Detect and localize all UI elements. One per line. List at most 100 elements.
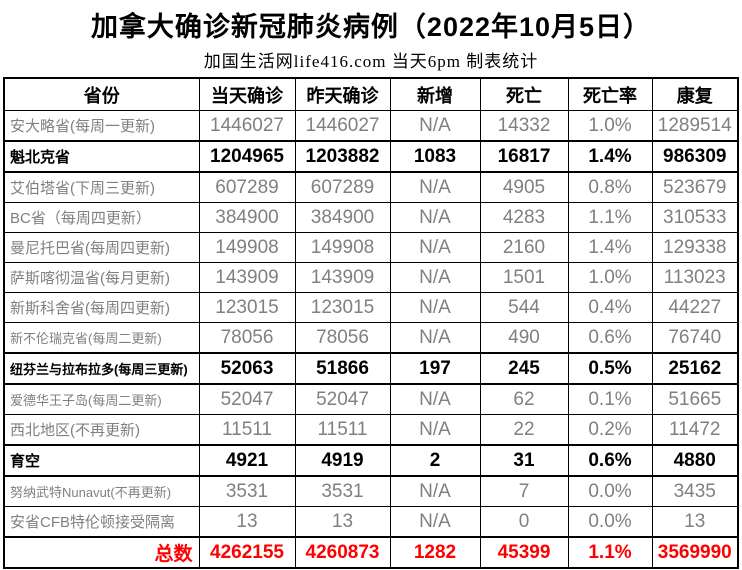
province-cell: 曼尼托巴省(每周四更新) — [3, 232, 200, 263]
deaths-cell: 490 — [479, 322, 569, 354]
province-cell: BC省（每周四更新） — [3, 202, 200, 233]
page-title: 加拿大确诊新冠肺炎病例（2022年10月5日） — [90, 12, 652, 42]
subtitle: 加国生活网life416.com 当天6pm 制表统计 — [203, 52, 539, 71]
rate-cell: 1.1% — [567, 536, 653, 569]
today-cell: 78056 — [198, 322, 296, 354]
column-header: 当天确诊 — [198, 77, 296, 111]
table-row: 西北地区(不再更新) 11511 11511 N/A 22 0.2% 11472 — [3, 414, 739, 446]
recovered-cell: 129338 — [651, 232, 739, 263]
new-cell: 197 — [389, 352, 481, 385]
recovered-cell: 986309 — [651, 140, 739, 173]
today-cell: 4262155 — [198, 536, 296, 569]
today-cell: 1446027 — [198, 110, 296, 142]
recovered-cell: 3569990 — [651, 536, 739, 569]
table-row: 育空 4921 4919 2 31 0.6% 4880 — [3, 444, 739, 477]
deaths-cell: 45399 — [479, 536, 569, 569]
deaths-cell: 16817 — [479, 140, 569, 173]
table-row: 安省CFB特伦顿接受隔离 13 13 N/A 0 0.0% 13 — [3, 506, 739, 538]
recovered-cell: 1289514 — [651, 110, 739, 142]
province-cell: 安大略省(每周一更新) — [3, 110, 200, 142]
table-row: 新斯科舍省(每周四更新) 123015 123015 N/A 544 0.4% 44227 — [3, 292, 739, 323]
deaths-cell: 1501 — [479, 262, 569, 293]
new-cell: N/A — [389, 110, 481, 142]
rate-cell: 1.0% — [567, 110, 653, 142]
deaths-cell: 22 — [479, 414, 569, 446]
yesterday-cell: 13 — [294, 506, 391, 538]
province-cell: 萨斯喀彻温省(每月更新) — [3, 262, 200, 293]
yesterday-cell: 123015 — [294, 292, 391, 323]
table-row: 曼尼托巴省(每周四更新) 149908 149908 N/A 2160 1.4% 12933… — [3, 232, 739, 263]
today-cell: 384900 — [198, 202, 296, 233]
recovered-cell: 13 — [651, 506, 739, 538]
rate-cell: 0.6% — [567, 322, 653, 354]
recovered-cell: 44227 — [651, 292, 739, 323]
recovered-cell: 25162 — [651, 352, 739, 385]
new-cell: 1282 — [389, 536, 481, 569]
yesterday-cell: 4260873 — [294, 536, 391, 569]
today-cell: 3531 — [198, 475, 296, 507]
rate-cell: 0.2% — [567, 414, 653, 446]
new-cell: N/A — [389, 202, 481, 233]
rate-cell: 1.0% — [567, 262, 653, 293]
new-cell: 1083 — [389, 140, 481, 173]
rate-cell: 0.8% — [567, 171, 653, 203]
new-cell: N/A — [389, 506, 481, 538]
rate-cell: 0.5% — [567, 352, 653, 385]
table-row: 爱德华王子岛(每周二更新) 52047 52047 N/A 62 0.1% 51665 — [3, 383, 739, 415]
recovered-cell: 113023 — [651, 262, 739, 293]
table-row: 艾伯塔省(下周三更新) 607289 607289 N/A 4905 0.8% 523679 — [3, 171, 739, 203]
deaths-cell: 245 — [479, 352, 569, 385]
today-cell: 123015 — [198, 292, 296, 323]
today-cell: 52063 — [198, 352, 296, 385]
rate-cell: 0.6% — [567, 444, 653, 477]
yesterday-cell: 149908 — [294, 232, 391, 263]
new-cell: N/A — [389, 322, 481, 354]
deaths-cell: 7 — [479, 475, 569, 507]
deaths-cell: 0 — [479, 506, 569, 538]
recovered-cell: 51665 — [651, 383, 739, 415]
column-header: 昨天确诊 — [294, 77, 391, 111]
yesterday-cell: 1446027 — [294, 110, 391, 142]
rate-cell: 0.4% — [567, 292, 653, 323]
deaths-cell: 544 — [479, 292, 569, 323]
recovered-cell: 310533 — [651, 202, 739, 233]
new-cell: N/A — [389, 383, 481, 415]
yesterday-cell: 11511 — [294, 414, 391, 446]
table-row: BC省（每周四更新） 384900 384900 N/A 4283 1.1% 310533 — [3, 202, 739, 233]
new-cell: 2 — [389, 444, 481, 477]
yesterday-cell: 143909 — [294, 262, 391, 293]
column-header: 省份 — [3, 77, 200, 111]
today-cell: 52047 — [198, 383, 296, 415]
yesterday-cell: 384900 — [294, 202, 391, 233]
today-cell: 143909 — [198, 262, 296, 293]
province-cell: 魁北克省 — [3, 140, 200, 173]
deaths-cell: 4905 — [479, 171, 569, 203]
province-cell: 育空 — [3, 444, 200, 477]
province-cell: 艾伯塔省(下周三更新) — [3, 171, 200, 203]
table-row: 萨斯喀彻温省(每月更新) 143909 143909 N/A 1501 1.0% 11302… — [3, 262, 739, 293]
yesterday-cell: 607289 — [294, 171, 391, 203]
column-header: 死亡 — [479, 77, 569, 111]
province-cell: 爱德华王子岛(每周二更新) — [3, 383, 200, 415]
yesterday-cell: 52047 — [294, 383, 391, 415]
deaths-cell: 62 — [479, 383, 569, 415]
deaths-cell: 4283 — [479, 202, 569, 233]
deaths-cell: 2160 — [479, 232, 569, 263]
province-cell: 西北地区(不再更新) — [3, 414, 200, 446]
new-cell: N/A — [389, 292, 481, 323]
today-cell: 4921 — [198, 444, 296, 477]
new-cell: N/A — [389, 232, 481, 263]
new-cell: N/A — [389, 475, 481, 507]
table-row: 纽芬兰与拉布拉多(每周三更新) 52063 51866 197 245 0.5% 25162 — [3, 352, 739, 385]
province-cell: 新不伦瑞克省(每周二更新) — [3, 322, 200, 354]
new-cell: N/A — [389, 414, 481, 446]
today-cell: 1204965 — [198, 140, 296, 173]
total-row: 总数 4262155 4260873 1282 45399 1.1% 3569990 — [3, 536, 739, 569]
yesterday-cell: 3531 — [294, 475, 391, 507]
recovered-cell: 11472 — [651, 414, 739, 446]
province-cell: 新斯科舍省(每周四更新) — [3, 292, 200, 323]
rate-cell: 0.1% — [567, 383, 653, 415]
new-cell: N/A — [389, 262, 481, 293]
table-row: 努纳武特Nunavut(不再更新) 3531 3531 N/A 7 0.0% 3435 — [3, 475, 739, 507]
